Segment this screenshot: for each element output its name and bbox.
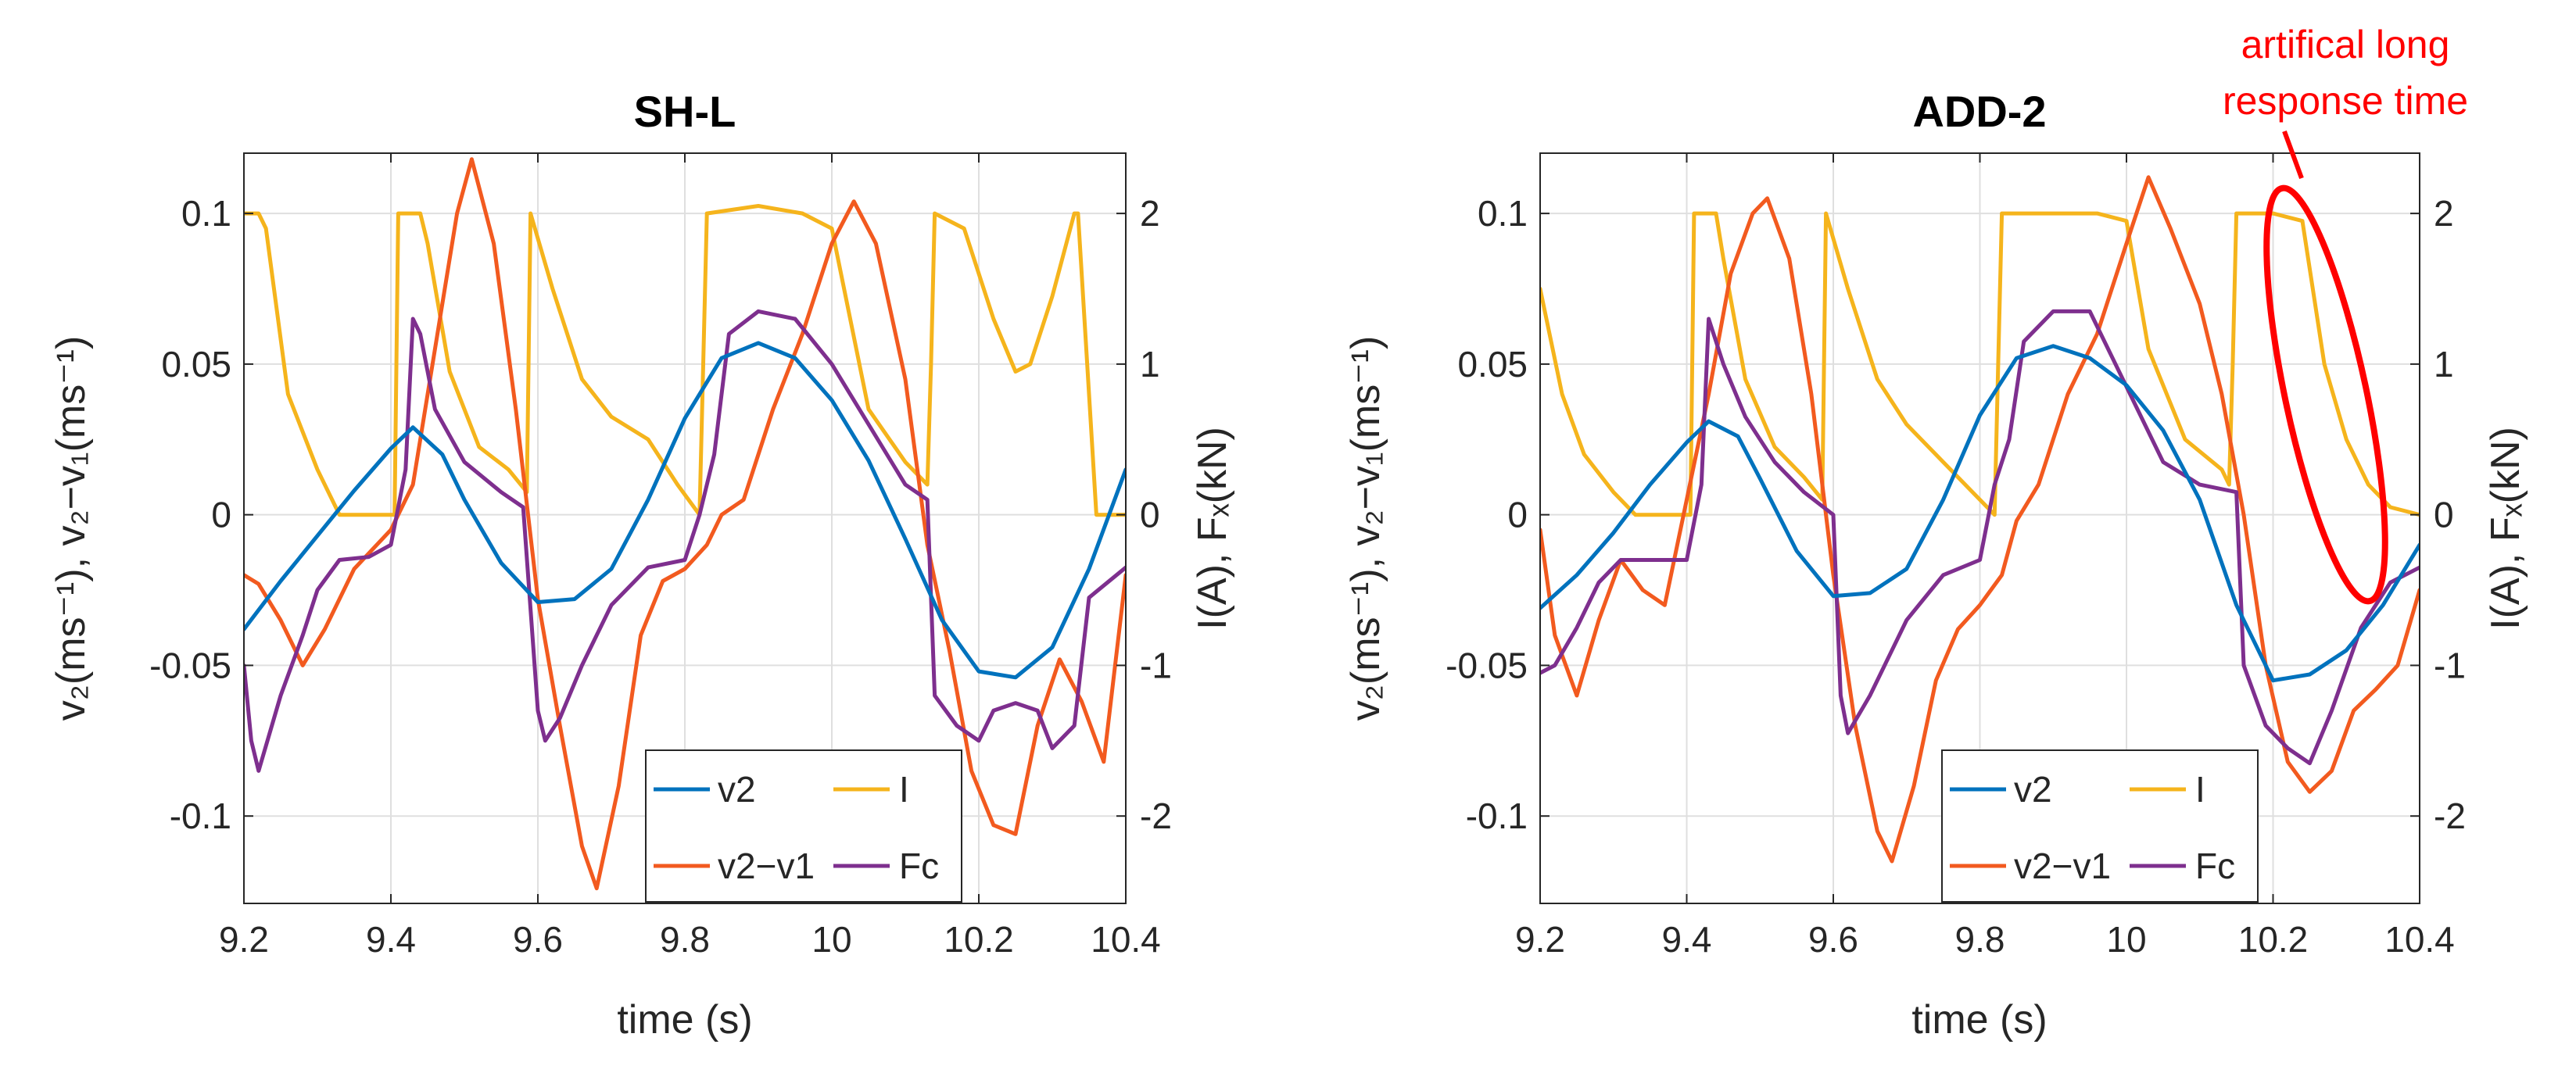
y-left-tick-label: 0 <box>211 495 231 535</box>
x-tick-label: 9.8 <box>660 919 710 960</box>
legend-label-fc: Fc <box>899 846 939 886</box>
series-v2 <box>244 341 1126 680</box>
y-right-tick-label: 1 <box>2434 344 2454 384</box>
y-right-tick-label: -2 <box>2434 796 2466 836</box>
series-force-fc <box>244 309 1126 773</box>
series-current-i <box>1540 211 2420 517</box>
y-right-tick-label: 1 <box>1140 344 1160 384</box>
y-right-tick-label: -1 <box>1140 645 1172 685</box>
plot-area <box>244 157 1126 891</box>
y-left-tick-labels: 0.1 0.05 0 -0.05 -0.1 <box>149 193 231 836</box>
y-left-axis-label: v₂(ms⁻¹), v₂−v₁(ms⁻¹) <box>48 336 94 721</box>
annotation-ellipse <box>2263 184 2388 605</box>
legend-label-fc: Fc <box>2195 846 2235 886</box>
legend-label-v2-v1: v2−v1 <box>2014 846 2111 886</box>
x-tick-label: 9.6 <box>513 919 563 960</box>
chart-title: ADD-2 <box>1912 87 2046 136</box>
x-tick-label: 10.4 <box>1091 919 1161 960</box>
legend: v2 I v2−v1 Fc <box>1941 749 2259 903</box>
y-right-axis-label: I(A), Fₓ(kN) <box>2483 427 2528 630</box>
x-tick-label: 10.2 <box>944 919 1014 960</box>
y-left-tick-label: 0.1 <box>1478 193 1528 234</box>
y-right-tick-label: 0 <box>2434 495 2454 535</box>
legend-label-i: I <box>899 769 909 810</box>
y-left-tick-label: -0.05 <box>149 645 231 685</box>
x-tick-label: 10.2 <box>2238 919 2309 960</box>
series-current-i <box>244 204 1126 517</box>
y-right-tick-labels: 2 1 0 -1 -2 <box>2434 193 2466 836</box>
legend-box <box>1941 749 2259 903</box>
x-tick-label: 9.8 <box>1955 919 2005 960</box>
y-right-tick-labels: 2 1 0 -1 -2 <box>1140 193 1172 836</box>
y-left-tick-label: -0.1 <box>170 796 231 836</box>
annotation-text-line-2: response time <box>2223 79 2468 123</box>
annotation-text-line-1: artifical long <box>2241 23 2450 66</box>
y-left-tick-label: 0 <box>1507 495 1528 535</box>
chart-panel-sh-l: SH-L 9.2 9.4 9.6 9.8 10 10.2 10.4 0.1 0.… <box>48 87 1235 1043</box>
y-left-tick-label: 0.05 <box>1457 344 1528 384</box>
y-right-tick-label: 2 <box>2434 193 2454 234</box>
chart-panel-add-2: ADD-2 9.2 9.4 9.6 9.8 10 10.2 10.4 0.1 0… <box>1343 23 2528 1043</box>
legend: v2 I v2−v1 Fc <box>645 749 962 903</box>
legend-box <box>645 749 962 903</box>
y-right-tick-label: -2 <box>1140 796 1172 836</box>
x-tick-label: 10.4 <box>2384 919 2455 960</box>
x-tick-label: 9.4 <box>366 919 416 960</box>
annotation-pointer <box>2282 130 2304 180</box>
y-left-tick-label: 0.05 <box>161 344 231 384</box>
x-tick-label: 9.6 <box>1808 919 1858 960</box>
y-left-tick-label: 0.1 <box>181 193 231 234</box>
x-tick-label: 9.2 <box>219 919 269 960</box>
series-v2-minus-v1 <box>244 157 1126 891</box>
legend-label-v2: v2 <box>718 769 756 810</box>
ticks <box>243 153 1127 903</box>
series-v2 <box>1540 344 2420 683</box>
series-v2-minus-v1 <box>1540 175 2420 864</box>
x-axis-label: time (s) <box>1911 997 2047 1043</box>
x-axis-label: time (s) <box>617 997 752 1043</box>
y-right-tick-label: 0 <box>1140 495 1160 535</box>
legend-label-v2: v2 <box>2014 769 2052 810</box>
y-right-tick-label: -1 <box>2434 645 2466 685</box>
x-tick-labels: 9.2 9.4 9.6 9.8 10 10.2 10.4 <box>219 919 1161 960</box>
ticks <box>1539 153 2420 903</box>
x-tick-label: 10 <box>2106 919 2146 960</box>
y-left-tick-label: -0.05 <box>1446 645 1528 685</box>
x-tick-labels: 9.2 9.4 9.6 9.8 10 10.2 10.4 <box>1515 919 2455 960</box>
x-tick-label: 9.2 <box>1515 919 1565 960</box>
annotation: artifical long response time <box>2223 23 2468 605</box>
y-left-tick-label: -0.1 <box>1466 796 1528 836</box>
y-left-axis-label: v₂(ms⁻¹), v₂−v₁(ms⁻¹) <box>1343 336 1388 721</box>
y-right-axis-label: I(A), Fₓ(kN) <box>1190 427 1235 630</box>
y-left-tick-labels: 0.1 0.05 0 -0.05 -0.1 <box>1446 193 1528 836</box>
x-tick-label: 10 <box>811 919 851 960</box>
plot-area <box>1540 175 2420 864</box>
legend-label-v2-v1: v2−v1 <box>718 846 815 886</box>
y-right-tick-label: 2 <box>1140 193 1160 234</box>
series-force-fc <box>1540 309 2420 766</box>
legend-label-i: I <box>2195 769 2205 810</box>
x-tick-label: 9.4 <box>1662 919 1712 960</box>
chart-title: SH-L <box>634 87 736 136</box>
